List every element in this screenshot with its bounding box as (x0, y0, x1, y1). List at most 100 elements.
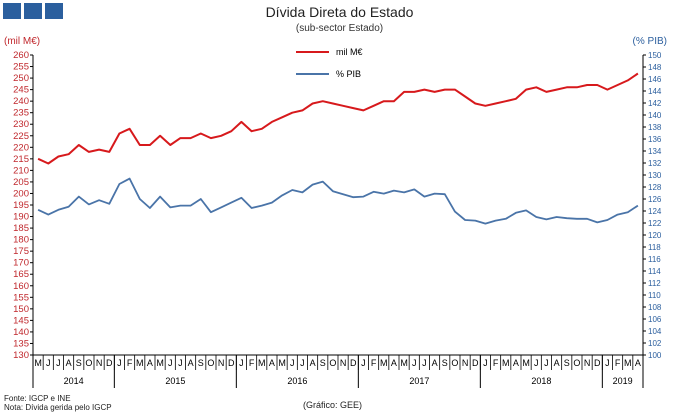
x-month-label: A (513, 358, 519, 368)
x-month-label: D (594, 358, 601, 368)
right-axis-tick-label: 112 (648, 279, 661, 288)
left-axis-tick-label: 260 (13, 50, 29, 61)
x-month-label: S (198, 358, 204, 368)
x-month-label: J (300, 358, 305, 368)
left-axis-tick-label: 130 (13, 350, 29, 361)
x-month-label: J (46, 358, 51, 368)
x-month-label: D (106, 358, 113, 368)
x-month-label: M (624, 358, 632, 368)
left-axis-tick-label: 235 (13, 108, 29, 119)
x-month-label: J (56, 358, 61, 368)
left-axis-tick-label: 215 (13, 154, 29, 165)
x-month-label: N (340, 358, 347, 368)
x-month-label: A (269, 358, 275, 368)
x-month-label: O (329, 358, 336, 368)
x-month-label: J (361, 358, 366, 368)
logo-block (45, 3, 63, 19)
x-month-label: S (564, 358, 570, 368)
right-axis-tick-label: 100 (648, 351, 662, 360)
left-axis-title: (mil M€) (4, 36, 40, 47)
right-axis-tick-label: 138 (648, 123, 662, 132)
left-axis-tick-label: 140 (13, 327, 29, 338)
right-axis-tick-label: 150 (648, 51, 662, 60)
x-month-label: J (544, 358, 549, 368)
x-month-label: M (380, 358, 388, 368)
right-axis-tick-label: 148 (648, 63, 662, 72)
x-month-label: F (249, 358, 255, 368)
x-month-label: F (127, 358, 133, 368)
right-axis-tick-label: 136 (648, 135, 662, 144)
left-axis-tick-label: 210 (13, 165, 29, 176)
x-month-label: N (462, 358, 469, 368)
x-month-label: A (635, 358, 641, 368)
x-month-label: J (412, 358, 417, 368)
right-axis-tick-label: 110 (648, 291, 661, 300)
x-month-label: A (391, 358, 397, 368)
right-axis-tick-label: 140 (648, 111, 662, 120)
footnote: Nota: Dívida gerida pelo IGCP (4, 403, 112, 412)
left-axis-tick-label: 220 (13, 142, 29, 153)
right-axis-tick-label: 134 (648, 147, 662, 156)
x-month-label: D (472, 358, 479, 368)
chart-subtitle: (sub-sector Estado) (295, 23, 384, 34)
right-axis-tick-label: 114 (648, 267, 661, 276)
x-month-label: D (228, 358, 235, 368)
x-month-label: M (136, 358, 144, 368)
x-month-label: M (400, 358, 408, 368)
left-axis-tick-label: 180 (13, 235, 29, 246)
series-line-2 (37, 177, 639, 225)
left-axis-tick-label: 205 (13, 177, 29, 188)
x-month-label: J (239, 358, 244, 368)
chart-credit: (Gráfico: GEE) (303, 400, 363, 410)
x-month-label: D (350, 358, 357, 368)
x-month-label: A (310, 358, 316, 368)
x-month-label: F (371, 358, 377, 368)
x-month-label: S (76, 358, 82, 368)
x-month-label: N (218, 358, 225, 368)
left-axis-tick-label: 145 (13, 315, 29, 326)
left-axis-tick-label: 170 (13, 258, 29, 269)
source-note: Fonte: IGCP e INE (4, 394, 71, 403)
right-axis-tick-label: 146 (648, 75, 662, 84)
x-month-label: F (615, 358, 621, 368)
chart-title: Dívida Direta do Estado (265, 4, 414, 20)
right-axis-tick-label: 108 (648, 303, 662, 312)
left-axis-tick-label: 195 (13, 200, 29, 211)
right-axis-tick-label: 104 (648, 327, 662, 336)
left-axis-tick-label: 250 (13, 73, 29, 84)
right-axis-tick-label: 124 (648, 207, 662, 216)
left-axis-tick-label: 165 (13, 269, 29, 280)
x-year-label: 2016 (287, 376, 307, 386)
right-axis-tick-label: 120 (648, 231, 662, 240)
x-month-label: M (522, 358, 530, 368)
left-axis-tick-label: 175 (13, 246, 29, 257)
left-axis-tick-label: 225 (13, 131, 29, 142)
x-month-label: S (442, 358, 448, 368)
x-year-label: 2015 (165, 376, 185, 386)
x-month-label: N (584, 358, 591, 368)
left-axis-tick-label: 185 (13, 223, 29, 234)
x-month-label: M (502, 358, 510, 368)
x-year-label: 2018 (531, 376, 551, 386)
x-month-label: O (573, 358, 580, 368)
x-year-label: 2014 (64, 376, 84, 386)
legend-label-2: % PIB (336, 69, 361, 79)
right-axis-tick-label: 102 (648, 339, 662, 348)
right-axis-tick-label: 106 (648, 315, 662, 324)
x-month-label: A (554, 358, 560, 368)
x-month-label: M (258, 358, 266, 368)
left-axis-tick-label: 200 (13, 188, 29, 199)
series-line-1 (37, 72, 639, 165)
right-axis-tick-label: 118 (648, 243, 661, 252)
left-axis-tick-label: 135 (13, 338, 29, 349)
x-month-label: M (156, 358, 164, 368)
x-month-label: O (207, 358, 214, 368)
x-month-label: F (493, 358, 499, 368)
left-axis-tick-label: 155 (13, 292, 29, 303)
x-month-label: J (168, 358, 173, 368)
x-month-label: J (117, 358, 122, 368)
x-month-label: J (483, 358, 488, 368)
gee-logo (3, 3, 63, 19)
right-axis-title: (% PIB) (633, 36, 667, 47)
right-axis-tick-label: 142 (648, 99, 662, 108)
